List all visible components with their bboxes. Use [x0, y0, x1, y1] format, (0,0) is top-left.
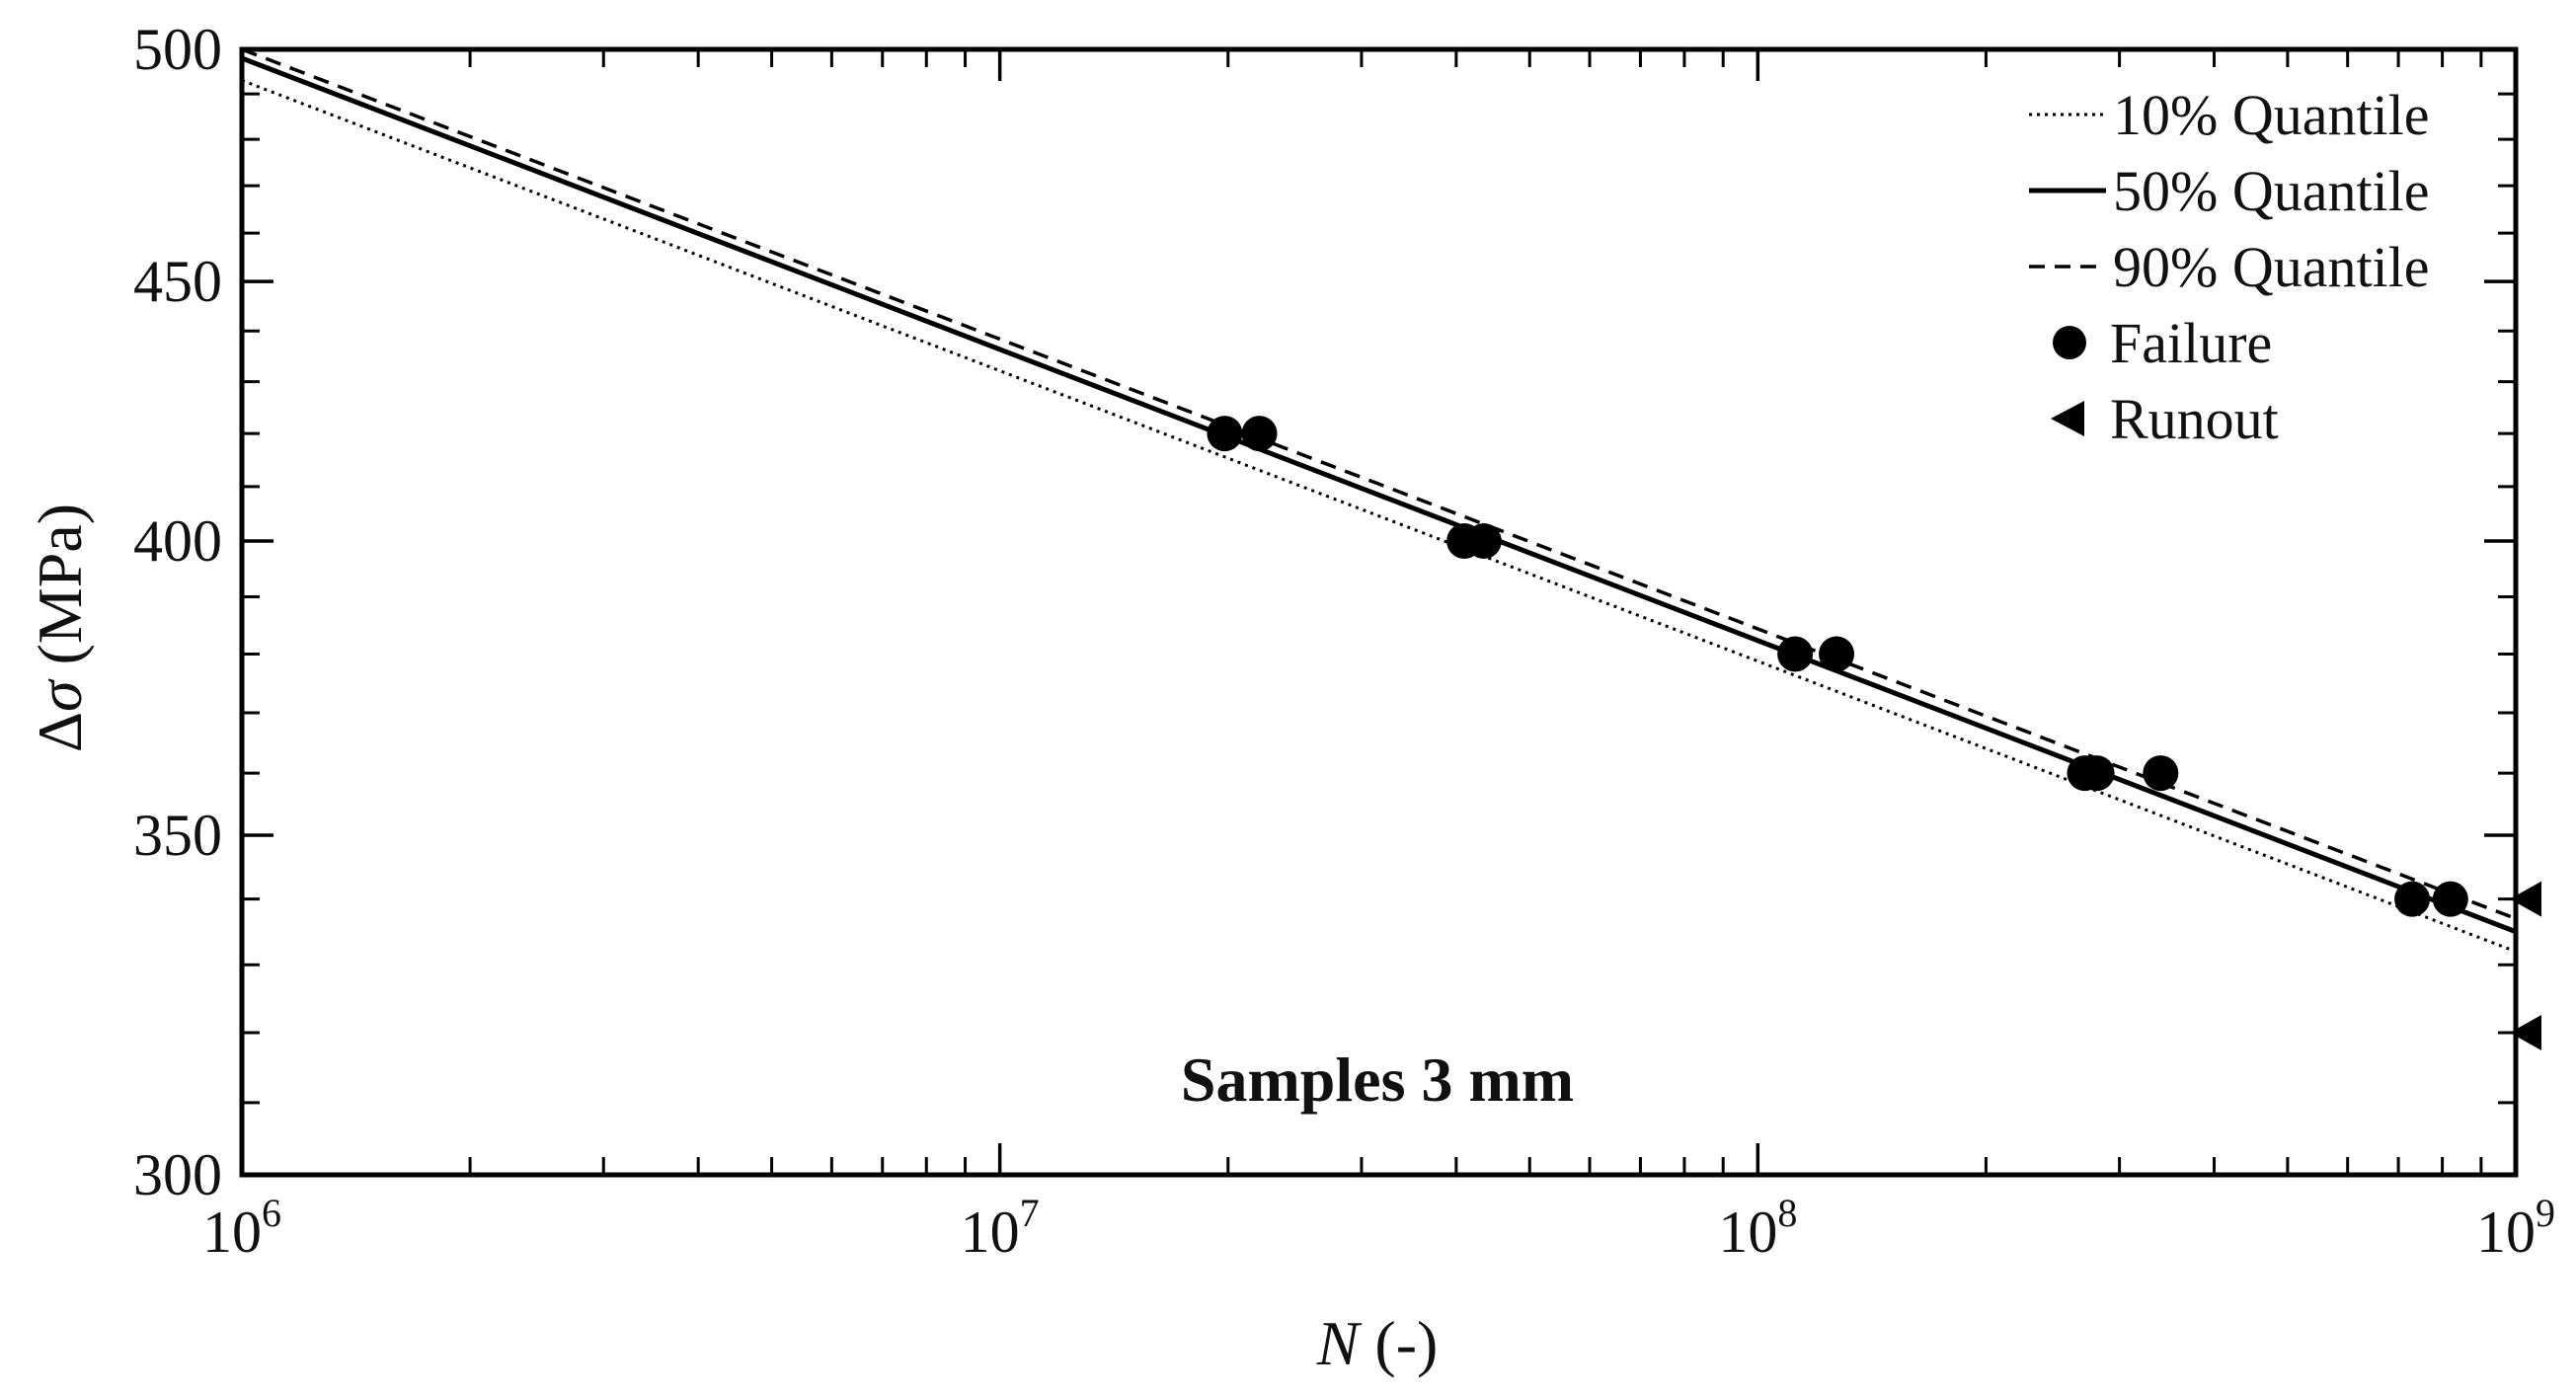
- x-tick-exponent: 6: [262, 1191, 281, 1235]
- y-tick-label: 350: [133, 803, 222, 868]
- legend-runout-swatch: [2051, 401, 2084, 436]
- y-tick-label: 300: [133, 1142, 222, 1207]
- y-axis-variable: σ: [25, 678, 95, 712]
- x-tick-base: 10: [961, 1200, 1020, 1265]
- quantile-lines: [241, 47, 2517, 954]
- y-axis-label: Δσ (MPa): [25, 504, 95, 752]
- x-tick-exponent: 7: [1020, 1191, 1040, 1235]
- failure-point: [1819, 636, 1855, 672]
- legend-90-quantile-label: 90% Quantile: [2113, 235, 2430, 299]
- legend-failure-swatch: [2053, 326, 2086, 359]
- chart-annotation: Samples 3 mm: [1181, 1045, 1574, 1115]
- legend-failure-label: Failure: [2110, 311, 2272, 375]
- 90-quantile-line: [241, 47, 2517, 921]
- plot-frame: [239, 46, 2519, 1178]
- y-axis-unit: (MPa): [25, 504, 95, 681]
- x-tick-base: 10: [2476, 1200, 2536, 1265]
- legend-runout-label: Runout: [2110, 387, 2279, 451]
- x-axis-label: N (-): [1316, 1308, 1439, 1378]
- failure-point: [2394, 881, 2431, 917]
- x-tick-labels: 106 107 108 109: [202, 1191, 2555, 1265]
- y-tick-label: 500: [133, 17, 222, 82]
- y-tick-label: 450: [133, 249, 222, 314]
- x-axis-unit: (-): [1359, 1308, 1438, 1378]
- failure-point: [2078, 755, 2115, 792]
- x-tick-base: 10: [202, 1200, 262, 1265]
- failure-point: [2143, 755, 2179, 792]
- 10-quantile-line: [241, 79, 2517, 954]
- legend-50-quantile-label: 50% Quantile: [2113, 159, 2430, 223]
- legend: 10% Quantile 50% Quantile 90% Quantile Fail…: [2029, 83, 2430, 451]
- runout-point: [2510, 1014, 2541, 1050]
- failure-point: [1465, 522, 1502, 559]
- x-tick-label: 109: [2476, 1191, 2555, 1265]
- x-tick-base: 10: [1718, 1200, 1777, 1265]
- failure-point: [1241, 416, 1278, 452]
- legend-10-quantile-label: 10% Quantile: [2113, 83, 2430, 147]
- y-axis-delta: Δ: [25, 712, 95, 752]
- failure-point: [2432, 881, 2468, 917]
- x-axis-variable: N: [1316, 1308, 1363, 1378]
- y-tick-labels: 300 350 400 450 500: [133, 17, 222, 1207]
- x-tick-label: 107: [961, 1191, 1040, 1265]
- 50-quantile-line: [241, 55, 2517, 935]
- failure-point: [1207, 416, 1243, 452]
- x-tick-exponent: 8: [1777, 1191, 1797, 1235]
- failure-point: [1777, 636, 1814, 672]
- runout-point: [2510, 881, 2541, 917]
- data-markers: [1207, 416, 2541, 1050]
- x-tick-label: 106: [202, 1191, 281, 1265]
- x-tick-label: 108: [1718, 1191, 1797, 1265]
- y-tick-label: 400: [133, 508, 222, 574]
- x-tick-exponent: 9: [2536, 1191, 2555, 1235]
